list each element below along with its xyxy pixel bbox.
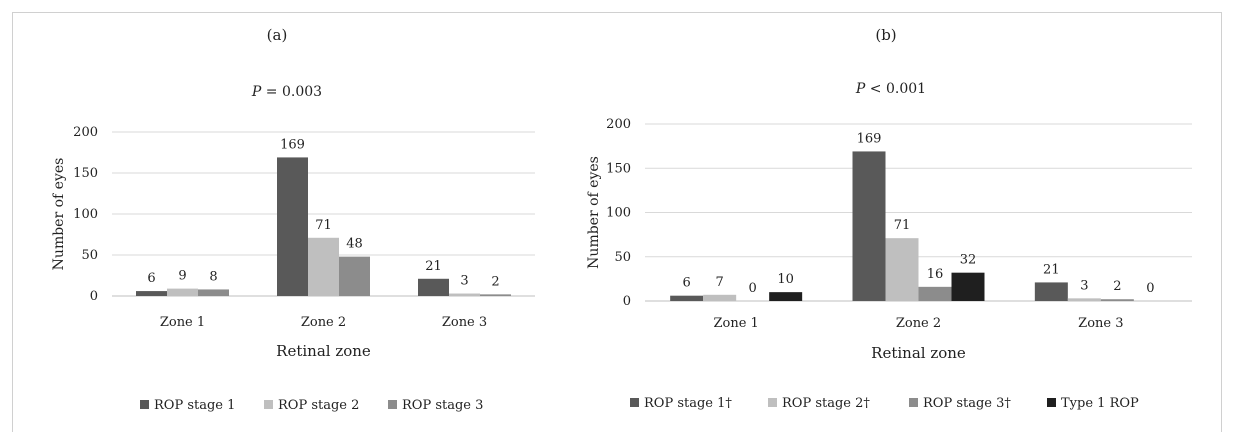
- data-label: 21: [425, 259, 442, 274]
- bar: [670, 295, 704, 301]
- y-tick-label: 150: [73, 166, 98, 181]
- bar: [277, 157, 308, 296]
- data-label: 7: [716, 275, 724, 290]
- y-tick-label: 200: [73, 125, 98, 140]
- bar: [885, 238, 919, 301]
- data-label: 3: [1080, 278, 1088, 293]
- y-tick-label: 200: [606, 117, 631, 132]
- bar: [308, 237, 339, 296]
- p-value-annotation: P = 0.003: [251, 84, 322, 100]
- legend-entry: ROP stage 2: [278, 398, 359, 413]
- figure-frame-left: [12, 12, 13, 432]
- p-value-annotation: P < 0.001: [855, 81, 926, 97]
- bar: [339, 256, 370, 296]
- x-tick-label: Zone 1: [160, 315, 205, 330]
- bar: [703, 294, 737, 301]
- bar: [769, 292, 803, 301]
- bar: [852, 151, 886, 301]
- bar: [418, 278, 449, 296]
- figure-frame-top: [12, 12, 1222, 13]
- y-axis-label: Number of eyes: [51, 158, 67, 271]
- bar: [136, 291, 167, 296]
- legend-entry: Type 1 ROP: [1061, 396, 1139, 411]
- data-label: 10: [777, 272, 794, 287]
- y-axis-label: Number of eyes: [586, 156, 602, 269]
- data-label: 48: [346, 237, 363, 252]
- x-tick-label: Zone 1: [713, 316, 758, 331]
- y-tick-label: 0: [90, 289, 98, 304]
- x-tick-label: Zone 3: [1078, 316, 1123, 331]
- data-label: 71: [894, 218, 911, 233]
- y-tick-label: 0: [623, 294, 631, 309]
- legend-entry: ROP stage 1†: [644, 396, 732, 411]
- figure-frame-right: [1221, 12, 1222, 432]
- p-value-symbol: P: [855, 81, 866, 97]
- chart-a: (a) P = 0.003 0 50 100 150 200 Number of eyes 6 9…: [51, 26, 535, 413]
- data-label: 169: [280, 137, 305, 152]
- y-tick-label: 150: [606, 161, 631, 176]
- data-label: 169: [857, 131, 882, 146]
- panel-label: (b): [875, 26, 896, 44]
- bar: [449, 293, 480, 296]
- legend-swatch: [264, 400, 273, 409]
- data-label: 16: [927, 267, 944, 282]
- data-label: 0: [1146, 281, 1154, 296]
- legend-swatch: [1047, 398, 1056, 407]
- x-tick-label: Zone 2: [896, 316, 941, 331]
- data-label: 9: [178, 269, 186, 284]
- bar: [1034, 282, 1068, 301]
- p-value-text: = 0.003: [261, 84, 322, 100]
- y-tick-label: 50: [81, 248, 98, 263]
- data-label: 6: [147, 271, 155, 286]
- legend-swatch: [909, 398, 918, 407]
- bar: [951, 272, 985, 301]
- bar: [1067, 298, 1101, 301]
- legend-entry: ROP stage 3: [402, 398, 483, 413]
- bar: [198, 289, 229, 296]
- legend-swatch: [140, 400, 149, 409]
- data-label: 71: [315, 218, 332, 233]
- x-tick-label: Zone 3: [442, 315, 487, 330]
- data-label: 21: [1043, 262, 1060, 277]
- x-axis-label: Retinal zone: [276, 342, 371, 360]
- data-label: 3: [460, 274, 468, 289]
- data-label: 8: [209, 269, 217, 284]
- x-tick-label: Zone 2: [301, 315, 346, 330]
- x-axis-label: Retinal zone: [871, 344, 966, 362]
- bar: [167, 288, 198, 296]
- p-value-symbol: P: [251, 84, 262, 100]
- legend-swatch: [630, 398, 639, 407]
- data-label: 32: [960, 253, 977, 268]
- y-tick-label: 50: [614, 250, 631, 265]
- bar: [480, 294, 511, 296]
- data-label: 6: [683, 276, 691, 291]
- y-tick-label: 100: [73, 207, 98, 222]
- legend-swatch: [388, 400, 397, 409]
- legend-entry: ROP stage 1: [154, 398, 235, 413]
- legend-entry: ROP stage 3†: [923, 396, 1011, 411]
- bar: [1100, 299, 1134, 301]
- legend-entry: ROP stage 2†: [782, 396, 870, 411]
- bar: [918, 286, 952, 301]
- data-label: 2: [1113, 279, 1121, 294]
- legend-swatch: [768, 398, 777, 407]
- y-tick-label: 100: [606, 206, 631, 221]
- p-value-text: < 0.001: [865, 81, 926, 97]
- panel-label: (a): [267, 26, 288, 44]
- data-label: 2: [491, 274, 499, 289]
- data-label: 0: [749, 281, 757, 296]
